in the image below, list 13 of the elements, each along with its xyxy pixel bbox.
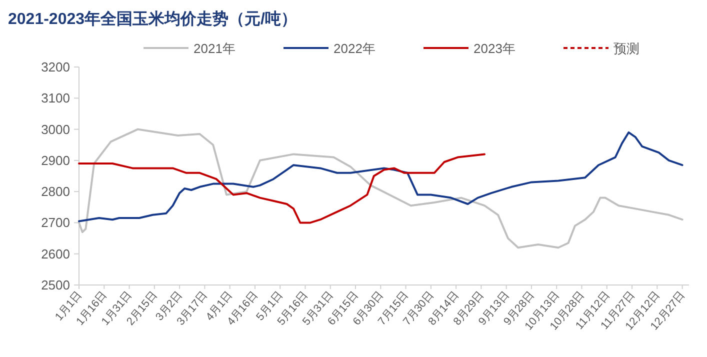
legend-label: 2023年 [474,41,516,56]
y-tick-label: 3000 [41,122,70,137]
chart-title: 2021-2023年全国玉米均价走势（元/吨） [8,10,297,28]
legend-label: 2022年 [334,41,376,56]
y-tick-label: 2500 [41,278,70,292]
legend-label: 2021年 [194,41,236,56]
y-tick-label: 2700 [41,215,70,230]
y-tick-label: 2800 [41,184,70,200]
legend-label: 预测 [614,41,640,56]
y-tick-label: 3200 [41,60,70,74]
y-tick-label: 3100 [41,90,70,106]
y-tick-label: 2600 [41,246,70,262]
y-tick-label: 2900 [41,152,70,168]
